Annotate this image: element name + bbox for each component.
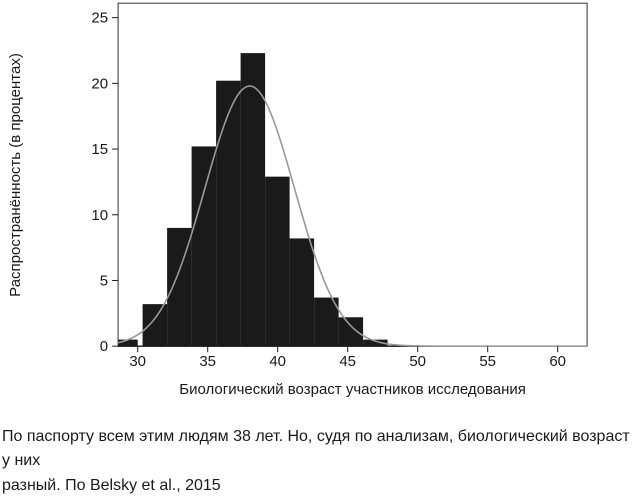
svg-text:15: 15 (91, 141, 108, 158)
svg-text:55: 55 (479, 353, 496, 370)
svg-text:40: 40 (269, 353, 286, 370)
svg-text:30: 30 (129, 353, 146, 370)
svg-text:5: 5 (100, 272, 108, 289)
svg-text:10: 10 (91, 207, 108, 224)
svg-text:35: 35 (199, 353, 216, 370)
svg-text:20: 20 (91, 75, 108, 92)
svg-text:Распространённость (в процента: Распространённость (в процентах) (7, 53, 24, 297)
svg-text:Биологический возраст участник: Биологический возраст участников исследо… (179, 381, 526, 398)
svg-text:60: 60 (549, 353, 566, 370)
svg-text:0: 0 (100, 338, 108, 355)
svg-text:25: 25 (91, 10, 108, 27)
svg-text:45: 45 (339, 353, 356, 370)
svg-text:50: 50 (409, 353, 426, 370)
